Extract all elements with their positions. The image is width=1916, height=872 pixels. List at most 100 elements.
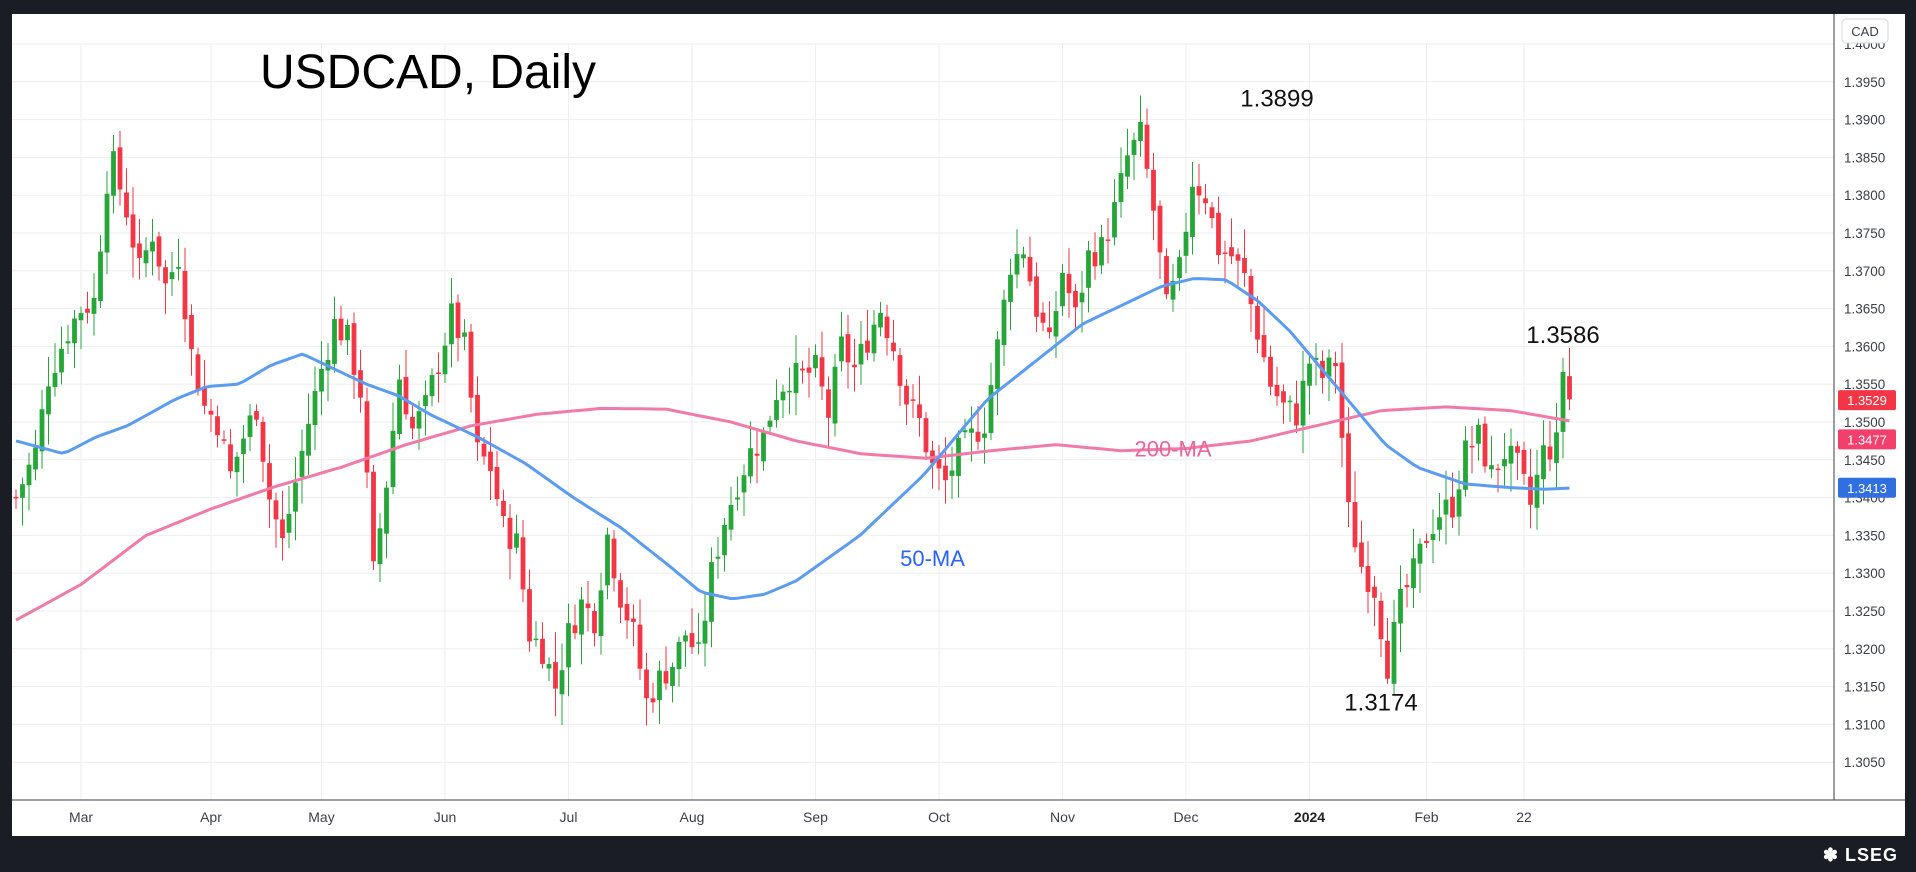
candle-body <box>1229 247 1234 257</box>
candle-body <box>631 618 636 622</box>
y-tick-label: 1.3600 <box>1844 339 1885 354</box>
candle-body <box>33 447 38 470</box>
candle-body <box>1242 258 1247 273</box>
candle-body <box>917 404 922 418</box>
candle-body <box>475 394 480 443</box>
candle-body <box>39 409 45 452</box>
candle-body <box>1079 292 1085 303</box>
price-badge <box>1838 390 1896 411</box>
candle-body <box>624 603 630 621</box>
candle-body <box>1255 305 1260 340</box>
candle-body <box>98 251 103 302</box>
candle-body <box>1281 391 1286 403</box>
candle-body <box>1066 273 1072 294</box>
candle-body <box>774 400 779 420</box>
candle-body <box>1417 543 1423 564</box>
candle-body <box>969 428 974 433</box>
candle-body <box>241 438 246 454</box>
x-tick-label: Jun <box>434 809 457 825</box>
candle-body <box>273 500 279 520</box>
candle-body <box>988 385 994 434</box>
candle-body <box>1151 169 1156 211</box>
candle-body <box>741 475 747 493</box>
candle-body <box>59 348 64 373</box>
candle-body <box>332 318 337 364</box>
y-tick-label: 1.3200 <box>1844 642 1885 657</box>
price-badge <box>1838 477 1896 498</box>
candle-body <box>1040 312 1046 323</box>
candle-body <box>228 444 233 472</box>
candle-body <box>1268 356 1273 387</box>
candle-body <box>618 580 623 608</box>
candle-body <box>1001 299 1007 345</box>
x-tick-label: 22 <box>1516 809 1532 825</box>
candle-body <box>436 372 441 375</box>
candle-body <box>182 270 188 320</box>
candle-body <box>312 390 318 426</box>
chart-frame: 1.4000 1.3950 1.3900 1.3850 1.3800 1.3750 1.37… <box>12 14 1905 836</box>
candle-body <box>1274 384 1280 397</box>
usdcad-chart: 1.40001.39501.39001.38501.38001.37501.37… <box>12 14 1905 825</box>
candle-body <box>156 236 162 267</box>
candle-body <box>1216 212 1221 256</box>
price-badge-label: 1.3529 <box>1847 393 1887 408</box>
candle-body <box>1567 376 1572 400</box>
price-annotation: 1.3899 <box>1240 85 1313 112</box>
candle-body <box>663 671 669 684</box>
candle-body <box>1021 254 1026 259</box>
candle-body <box>845 334 851 363</box>
candle-body <box>735 497 740 500</box>
candle-body <box>1450 496 1455 518</box>
candle-body <box>800 368 805 371</box>
candle-body <box>1541 445 1546 480</box>
candle-body <box>1547 446 1553 460</box>
candle-body <box>553 662 558 689</box>
candle-body <box>1489 465 1494 470</box>
candle-body <box>507 517 513 549</box>
candle-body <box>709 562 714 622</box>
candle-body <box>1092 252 1098 267</box>
candle-body <box>1521 449 1527 474</box>
candle-body <box>910 399 916 401</box>
price-badge <box>1838 429 1896 450</box>
candle-body <box>1008 274 1013 302</box>
candle-body <box>280 519 285 539</box>
candle-body <box>494 466 500 500</box>
candle-body <box>78 313 84 321</box>
candle-body <box>449 303 454 345</box>
candle-body <box>1339 362 1345 438</box>
x-tick-label: Jul <box>560 809 578 825</box>
candle-body <box>1294 403 1299 426</box>
candle-body <box>793 363 799 394</box>
candle-body <box>1157 205 1163 253</box>
candle-body <box>364 401 370 473</box>
candle-body <box>1287 400 1293 403</box>
candle-body <box>1177 257 1182 278</box>
candle-body <box>260 421 266 462</box>
candle-body <box>858 343 864 365</box>
candle-body <box>65 341 71 344</box>
candle-body <box>345 324 350 341</box>
candle-body <box>683 635 688 642</box>
candle-body <box>455 302 461 339</box>
candle-body <box>442 345 448 375</box>
candle-body <box>579 599 584 635</box>
y-tick-label: 1.3550 <box>1844 377 1885 392</box>
y-tick-label: 1.3650 <box>1844 302 1885 317</box>
candle-body <box>1027 256 1033 282</box>
candle-body <box>403 376 409 415</box>
candle-body <box>1534 474 1540 508</box>
y-tick-label: 1.3250 <box>1844 604 1885 619</box>
candle-body <box>124 192 129 218</box>
currency-label: CAD <box>1851 24 1878 39</box>
currency-button[interactable]: CAD <box>1841 18 1889 44</box>
ma50-line <box>15 277 1570 601</box>
candle-body <box>1469 445 1475 448</box>
y-tick-label: 1.3900 <box>1844 113 1885 128</box>
x-tick-label: Mar <box>69 809 93 825</box>
y-tick-label: 1.3750 <box>1844 226 1885 241</box>
candle-body <box>1437 517 1442 530</box>
candle-body <box>514 533 519 548</box>
candle-body <box>923 418 929 453</box>
candle-body <box>1196 186 1202 196</box>
